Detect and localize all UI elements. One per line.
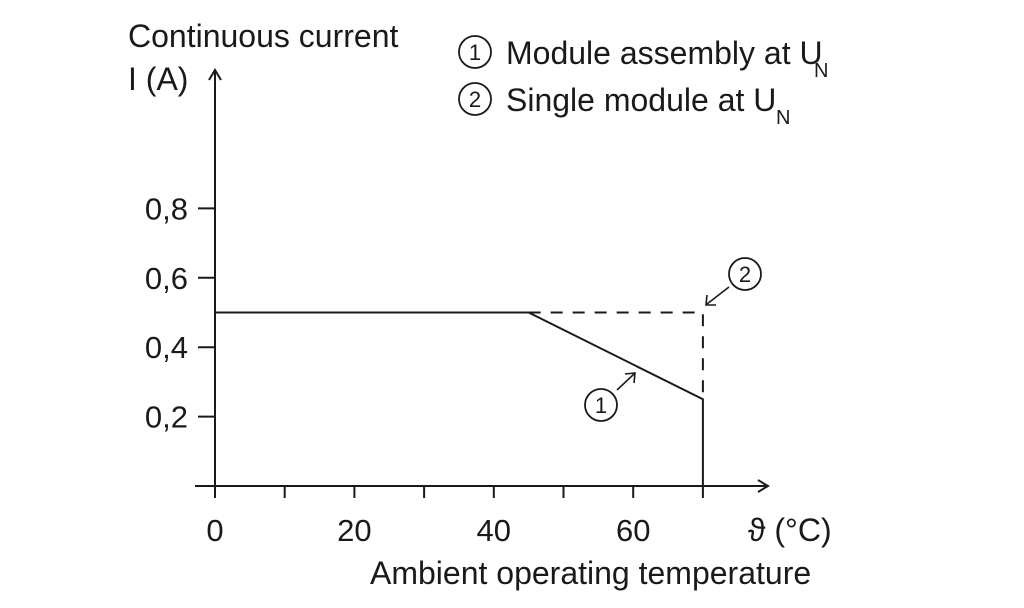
x-tick-label: 0 <box>206 513 223 548</box>
legend-marker-2-number: 2 <box>469 87 481 112</box>
x-tick-label: 40 <box>477 513 511 548</box>
annotation-1-arrowhead <box>624 372 636 384</box>
y-axis-title-line1: Continuous current <box>128 18 398 54</box>
series-line-1 <box>215 311 704 486</box>
annotation-1-circle <box>584 388 618 422</box>
annotations: 12 <box>584 257 762 422</box>
legend-marker-1-circle <box>458 35 492 69</box>
x-axis-title: Ambient operating temperature <box>370 555 811 591</box>
annotation-1-arrow <box>616 373 635 391</box>
legend-label-1: Module assembly at U <box>506 35 823 71</box>
legend-label-2: Single module at U <box>506 82 776 118</box>
legend-marker-1-number: 1 <box>469 40 481 65</box>
y-axis-arrow <box>208 68 222 81</box>
annotation-2-number: 2 <box>739 262 751 287</box>
legend-marker-2-circle <box>458 82 492 116</box>
annotation-2-arrow <box>706 286 730 305</box>
legend: 1 Module assembly at UN2 Single module at … <box>458 35 828 129</box>
y-tick-label: 0,4 <box>145 330 188 365</box>
annotation-2-arrowhead <box>705 294 716 306</box>
annotation-1-number: 1 <box>595 393 607 418</box>
x-tick-label: 20 <box>337 513 371 548</box>
legend-subscript-2: N <box>776 107 790 129</box>
annotation-2-circle <box>728 257 762 291</box>
x-axis-unit: ϑ (°C) <box>748 512 832 548</box>
y-axis-title-line2: I (A) <box>128 61 188 97</box>
x-axis-arrow <box>757 479 770 493</box>
axes <box>195 68 770 498</box>
ticks: 0 20 40 60 0,2 0,4 0,6 0,8 <box>145 191 704 548</box>
y-tick-label: 0,2 <box>145 400 188 435</box>
series-group <box>215 311 704 486</box>
y-tick-label: 0,8 <box>145 191 188 226</box>
y-tick-label: 0,6 <box>145 261 188 296</box>
x-tick-label: 60 <box>616 513 650 548</box>
legend-subscript-1: N <box>814 60 828 82</box>
